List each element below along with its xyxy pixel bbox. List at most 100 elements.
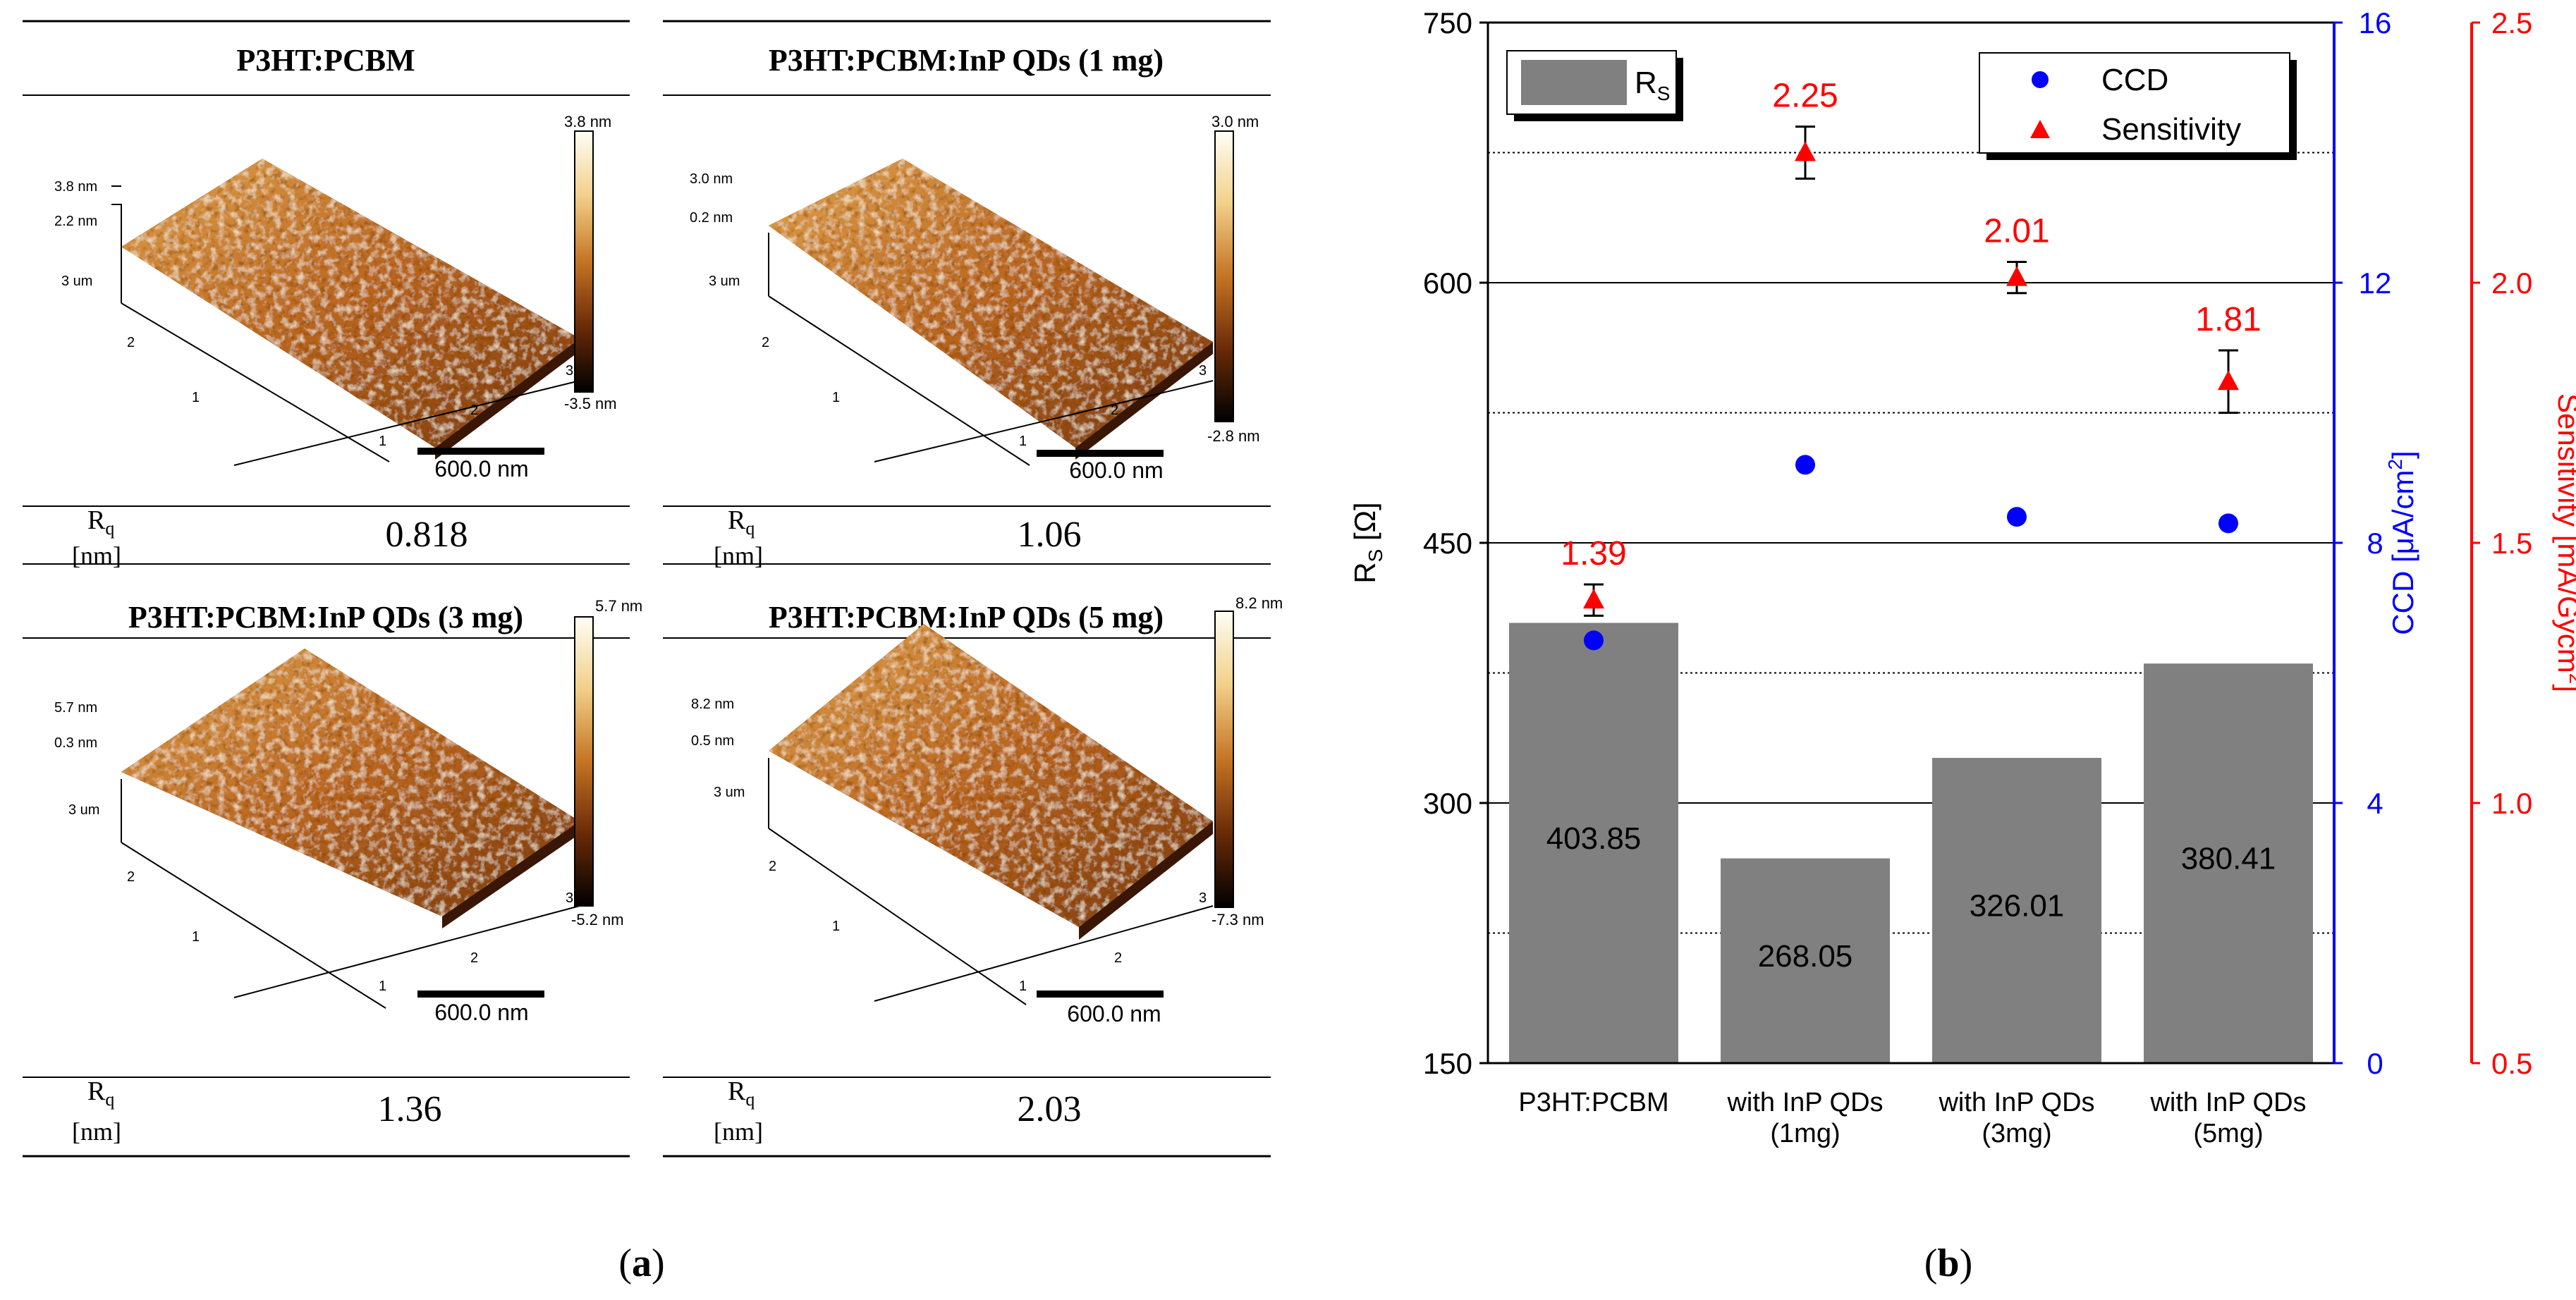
axis-tick-1b: 1 bbox=[1019, 434, 1027, 449]
legend-bar-swatch bbox=[1521, 60, 1627, 105]
sensitivity-value-label: 1.39 bbox=[1561, 535, 1626, 572]
axis-um-label: 3 um bbox=[61, 274, 92, 289]
axis-um-label: 3 um bbox=[714, 785, 745, 800]
chart-legend: RS CCD Sensitivity bbox=[1506, 50, 2297, 160]
bar bbox=[1932, 758, 2101, 1063]
ccd-axis-tick-label: 0 bbox=[2367, 1047, 2383, 1080]
left-axis-tick-label: 150 bbox=[1423, 1047, 1472, 1080]
axis-tick-2b: 2 bbox=[1114, 950, 1122, 966]
bar-value-label: 380.41 bbox=[2181, 842, 2276, 876]
ccd-axis-title: CCD [μA/cm2] bbox=[2384, 450, 2419, 634]
rq-unit: [nm] bbox=[714, 541, 763, 570]
ccd-axis-title-end: ] bbox=[2386, 450, 2419, 459]
ccd-point bbox=[1584, 630, 1604, 651]
bar bbox=[1509, 623, 1678, 1063]
z-top-label: 8.2 nm bbox=[691, 697, 734, 712]
x-category-label: (5mg) bbox=[2193, 1119, 2263, 1148]
sensitivity-point bbox=[1583, 589, 1604, 609]
left-axis-tick-label: 300 bbox=[1423, 787, 1472, 820]
legend-ccd-label: CCD bbox=[2101, 63, 2168, 97]
legend-sensitivity-marker bbox=[2030, 120, 2050, 138]
left-axis-title-main: R bbox=[1348, 562, 1381, 583]
bar bbox=[2144, 663, 2313, 1063]
afm-cell-1: P3HT:PCBM:InP QDs (1 mg) 3.0 nm 0.2 nm 3… bbox=[690, 43, 1260, 570]
axis-tick-1: 1 bbox=[192, 390, 200, 405]
scale-bar-label: 600.0 nm bbox=[434, 456, 528, 482]
z-top-label: 3.8 nm bbox=[54, 179, 97, 195]
scale-bar-label: 600.0 nm bbox=[1067, 1001, 1161, 1026]
x-category-label: with InP QDs bbox=[2149, 1088, 2306, 1117]
axis-tick-2b: 2 bbox=[1111, 403, 1118, 418]
axis-tick-3: 3 bbox=[1199, 890, 1207, 906]
bar-value-label: 268.05 bbox=[1758, 939, 1853, 974]
z-colorbar bbox=[574, 130, 594, 393]
axis-tick-2b: 2 bbox=[470, 950, 478, 966]
chart-bars: 403.85 268.05 326.01 380.41 bbox=[1509, 623, 2313, 1063]
z-max-label: 3.0 nm bbox=[1211, 113, 1259, 130]
axis-tick-1b: 1 bbox=[379, 979, 386, 994]
sensitivity-axis-tick-label: 1.5 bbox=[2491, 527, 2532, 560]
z-max-label: 5.7 nm bbox=[595, 597, 642, 615]
scale-bar-label: 600.0 nm bbox=[434, 1000, 528, 1025]
ccd-axis-title-main: CCD [μA/cm bbox=[2386, 470, 2419, 635]
sensitivity-axis-title-sup: 2 bbox=[2565, 673, 2576, 685]
x-category-label: (3mg) bbox=[1982, 1119, 2051, 1148]
sensitivity-axis-tick-label: 2.0 bbox=[2491, 266, 2532, 300]
axis-tick-2: 2 bbox=[127, 869, 135, 885]
sensitivity-axis-title-end: ] bbox=[2552, 684, 2576, 692]
sensitivity-axis-tick-label: 1.0 bbox=[2491, 787, 2532, 820]
left-axis-tick-label: 450 bbox=[1423, 527, 1472, 560]
axis-tick-3: 3 bbox=[566, 890, 573, 906]
afm-surface-image bbox=[111, 159, 580, 466]
z-mid-label: 0.2 nm bbox=[690, 210, 733, 226]
legend-marker-box bbox=[1979, 52, 2290, 154]
sensitivity-value-label: 2.25 bbox=[1772, 78, 1838, 115]
left-axis-title-sub: S bbox=[1365, 549, 1386, 563]
afm-surface-image bbox=[121, 649, 580, 1009]
z-min-label: -5.2 nm bbox=[571, 911, 624, 928]
chart-points: 1.39 2.25 2.01 1.81 bbox=[1561, 78, 2261, 651]
z-colorbar bbox=[1214, 130, 1234, 422]
scale-bar bbox=[417, 991, 544, 998]
ccd-axis-title-sup: 2 bbox=[2384, 459, 2406, 470]
rq-label: Rq bbox=[728, 505, 755, 539]
rq-value: 2.03 bbox=[1018, 1089, 1082, 1129]
ccd-point bbox=[2007, 507, 2027, 527]
z-max-label: 3.8 nm bbox=[564, 113, 611, 130]
left-axis-tick-label: 600 bbox=[1423, 266, 1472, 300]
scale-bar bbox=[1037, 991, 1164, 998]
afm-cell-2: P3HT:PCBM:InP QDs (3 mg) 5.7 nm 0.3 nm 3… bbox=[54, 597, 642, 1146]
x-category-label: with InP QDs bbox=[1726, 1088, 1883, 1117]
sensitivity-value-label: 2.01 bbox=[1984, 212, 2049, 250]
x-category-label: P3HT:PCBM bbox=[1518, 1088, 1668, 1117]
axis-tick-1: 1 bbox=[192, 929, 200, 945]
axis-tick-2: 2 bbox=[762, 335, 769, 350]
z-top-label: 5.7 nm bbox=[54, 700, 97, 716]
ccd-point bbox=[1795, 455, 1815, 475]
sensitivity-point bbox=[1795, 141, 1816, 161]
sensitivity-axis-title-main: Sensitivity [mA/Gycm bbox=[2552, 393, 2576, 673]
bar-value-label: 403.85 bbox=[1546, 821, 1642, 856]
axis-tick-3: 3 bbox=[1199, 363, 1207, 379]
bar-value-label: 326.01 bbox=[1970, 889, 2065, 924]
scale-bar bbox=[1037, 450, 1164, 457]
z-mid-label: 2.2 nm bbox=[54, 214, 97, 229]
rq-label: Rq bbox=[87, 505, 114, 539]
rq-unit: [nm] bbox=[72, 1117, 121, 1146]
left-axis-title-unit: [Ω] bbox=[1348, 502, 1381, 548]
sensitivity-axis-tick-label: 2.5 bbox=[2491, 6, 2532, 39]
table-rules bbox=[23, 20, 1271, 1158]
afm-title: P3HT:PCBM:InP QDs (5 mg) bbox=[769, 600, 1164, 634]
axis-tick-1: 1 bbox=[832, 919, 840, 934]
afm-surface-image bbox=[768, 624, 1214, 1005]
chart-axes: 150 300 450 600 750 0 4 8 12 16 0.5 1.0 1.5 2.0 2.5 P3H… bbox=[1348, 6, 2576, 1148]
z-colorbar bbox=[574, 616, 594, 907]
axis-tick-1: 1 bbox=[832, 390, 840, 405]
sensitivity-axis-title: Sensitivity [mA/Gycm2] bbox=[2552, 393, 2576, 692]
rq-value: 1.36 bbox=[378, 1089, 442, 1129]
legend-ccd-marker bbox=[2032, 71, 2049, 88]
sensitivity-value-label: 1.81 bbox=[2195, 301, 2261, 338]
axis-tick-2: 2 bbox=[127, 335, 135, 350]
sensitivity-axis-tick-label: 0.5 bbox=[2491, 1047, 2532, 1080]
